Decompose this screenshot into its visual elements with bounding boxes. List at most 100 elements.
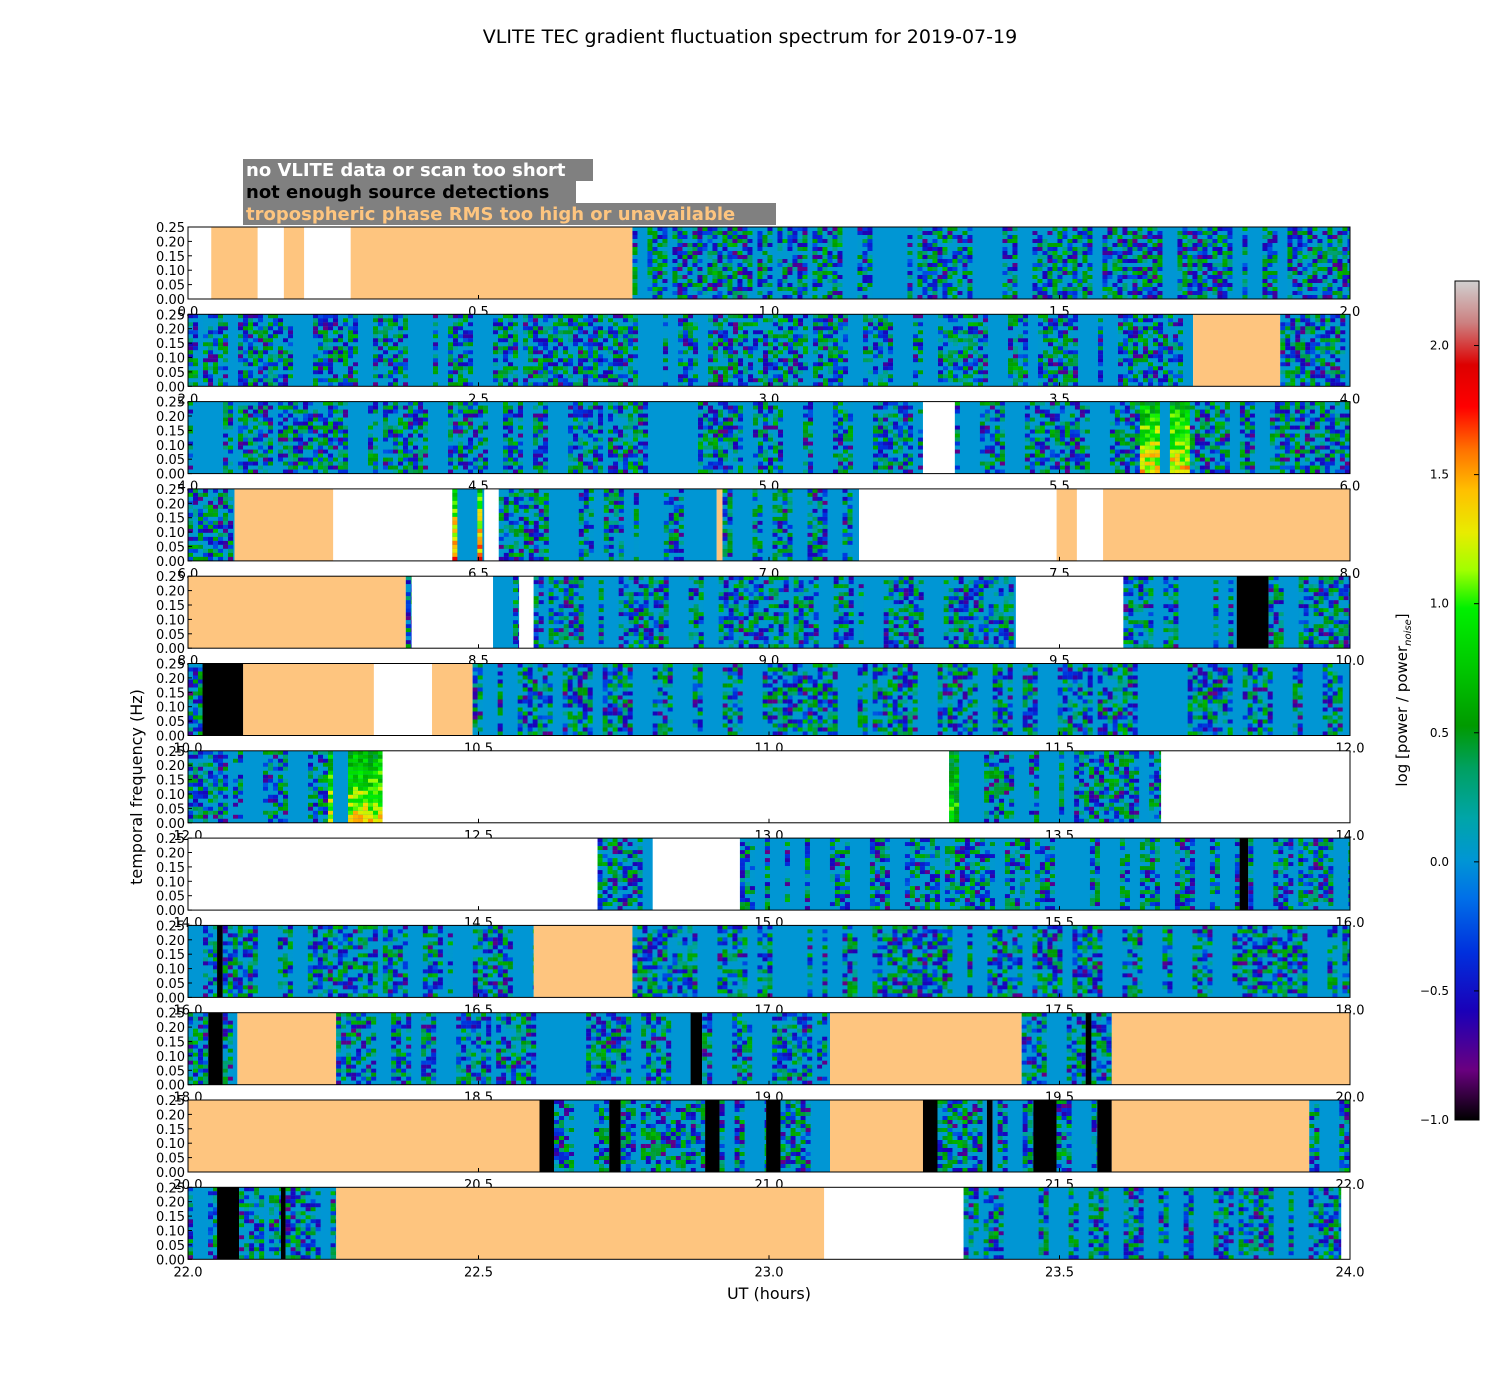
spectrum-cell bbox=[1082, 295, 1087, 299]
spectrum-cell bbox=[1107, 275, 1112, 279]
spectrum-cell bbox=[1142, 239, 1147, 243]
spectrum-cell bbox=[717, 263, 722, 267]
spectrum-cell bbox=[1217, 291, 1222, 295]
spectrum-cell bbox=[1292, 227, 1297, 231]
spectrum-cell bbox=[712, 255, 717, 259]
spectrum-cell bbox=[647, 263, 652, 267]
spectrum-cell bbox=[707, 235, 712, 239]
spectrum-cell bbox=[1217, 279, 1222, 283]
spectrum-cell bbox=[1047, 263, 1052, 267]
spectrum-cell bbox=[223, 330, 228, 334]
spectrum-cell bbox=[1307, 231, 1312, 235]
spectrum-cell bbox=[657, 275, 662, 279]
spectrum-cell bbox=[1012, 251, 1017, 255]
spectrum-cell bbox=[712, 287, 717, 291]
spectrum-cell bbox=[747, 275, 752, 279]
spectrum-cell bbox=[1332, 283, 1337, 287]
spectrum-cell bbox=[1082, 255, 1087, 259]
spectrum-cell bbox=[697, 287, 702, 291]
spectrum-cell bbox=[792, 271, 797, 275]
spectrum-cell bbox=[702, 275, 707, 279]
spectrum-cell bbox=[927, 259, 932, 263]
spectrum-cell bbox=[1087, 259, 1092, 263]
spectrum-cell bbox=[243, 322, 248, 326]
spectrum-cell bbox=[1242, 243, 1247, 247]
spectrum-cell bbox=[1052, 275, 1057, 279]
spectrum-cell bbox=[767, 235, 772, 239]
spectrum-cell bbox=[1222, 279, 1227, 283]
spectrum-cell bbox=[1122, 287, 1127, 291]
spectrum-cell bbox=[193, 342, 198, 346]
spectrum-cell bbox=[677, 235, 682, 239]
spectrum-cell bbox=[1307, 283, 1312, 287]
spectrum-cell bbox=[1332, 267, 1337, 271]
spectrum-cell bbox=[1157, 235, 1162, 239]
spectrum-cell bbox=[1177, 243, 1182, 247]
spectrum-cell bbox=[762, 287, 767, 291]
spectrum-cell bbox=[712, 271, 717, 275]
spectrum-cell bbox=[1302, 255, 1307, 259]
spectrum-cell bbox=[837, 275, 842, 279]
spectrum-cell bbox=[243, 326, 248, 330]
spectrum-cell bbox=[677, 275, 682, 279]
spectrum-cell bbox=[1302, 291, 1307, 295]
spectrum-cell bbox=[1112, 279, 1117, 283]
spectrum-cell bbox=[1342, 247, 1347, 251]
spectrum-cell bbox=[1192, 267, 1197, 271]
spectrum-cell bbox=[762, 247, 767, 251]
spectrum-cell bbox=[727, 267, 732, 271]
spectrum-cell bbox=[907, 279, 912, 283]
spectrum-cell bbox=[1102, 243, 1107, 247]
spectrum-cell bbox=[1207, 255, 1212, 259]
spectrum-cell bbox=[1137, 251, 1142, 255]
spectrum-cell bbox=[1107, 263, 1112, 267]
spectrum-cell bbox=[1192, 259, 1197, 263]
spectrum-cell bbox=[927, 247, 932, 251]
spectrum-cell bbox=[1067, 283, 1072, 287]
spectrum-cell bbox=[218, 362, 223, 366]
spectrum-cell bbox=[802, 283, 807, 287]
spectrum-cell bbox=[1192, 279, 1197, 283]
spectrum-cell bbox=[1317, 283, 1322, 287]
spectrum-cell bbox=[907, 251, 912, 255]
spectrum-cell bbox=[947, 251, 952, 255]
spectrum-cell bbox=[1342, 267, 1347, 271]
spectrum-cell bbox=[1187, 251, 1192, 255]
spectrum-cell bbox=[967, 287, 972, 291]
spectrum-cell bbox=[1057, 275, 1062, 279]
spectrum-cell bbox=[1242, 239, 1247, 243]
spectrum-cell bbox=[722, 259, 727, 263]
spectrum-cell bbox=[1182, 271, 1187, 275]
spectrum-cell bbox=[762, 267, 767, 271]
spectrum-cell bbox=[1122, 295, 1127, 299]
spectrum-cell bbox=[1137, 283, 1142, 287]
spectrum-cell bbox=[747, 267, 752, 271]
spectrum-cell bbox=[1137, 291, 1142, 295]
spectrum-cell bbox=[687, 287, 692, 291]
spectrum-cell bbox=[717, 227, 722, 231]
spectrum-cell bbox=[782, 251, 787, 255]
spectrum-cell bbox=[1302, 263, 1307, 267]
spectrum-cell bbox=[1187, 243, 1192, 247]
spectrum-cell bbox=[1337, 227, 1342, 231]
spectrum-cell bbox=[1007, 255, 1012, 259]
spectrum-cell bbox=[757, 251, 762, 255]
spectrum-cell bbox=[947, 287, 952, 291]
spectrum-cell bbox=[223, 326, 228, 330]
spectrum-cell bbox=[1107, 247, 1112, 251]
spectrum-cell bbox=[1012, 263, 1017, 267]
spectrum-cell bbox=[1182, 267, 1187, 271]
spectrum-cell bbox=[1202, 279, 1207, 283]
spectrum-cell bbox=[1187, 295, 1192, 299]
spectrum-cell bbox=[917, 227, 922, 231]
spectrum-cell bbox=[802, 295, 807, 299]
spectrum-cell bbox=[767, 243, 772, 247]
spectrum-cell bbox=[1032, 263, 1037, 267]
spectrum-cell bbox=[707, 267, 712, 271]
spectrum-cell bbox=[1082, 263, 1087, 267]
spectrum-cell bbox=[1212, 247, 1217, 251]
spectrum-cell bbox=[932, 279, 937, 283]
spectrum-cell bbox=[243, 330, 248, 334]
spectrum-cell bbox=[802, 251, 807, 255]
spectrum-cell bbox=[947, 295, 952, 299]
